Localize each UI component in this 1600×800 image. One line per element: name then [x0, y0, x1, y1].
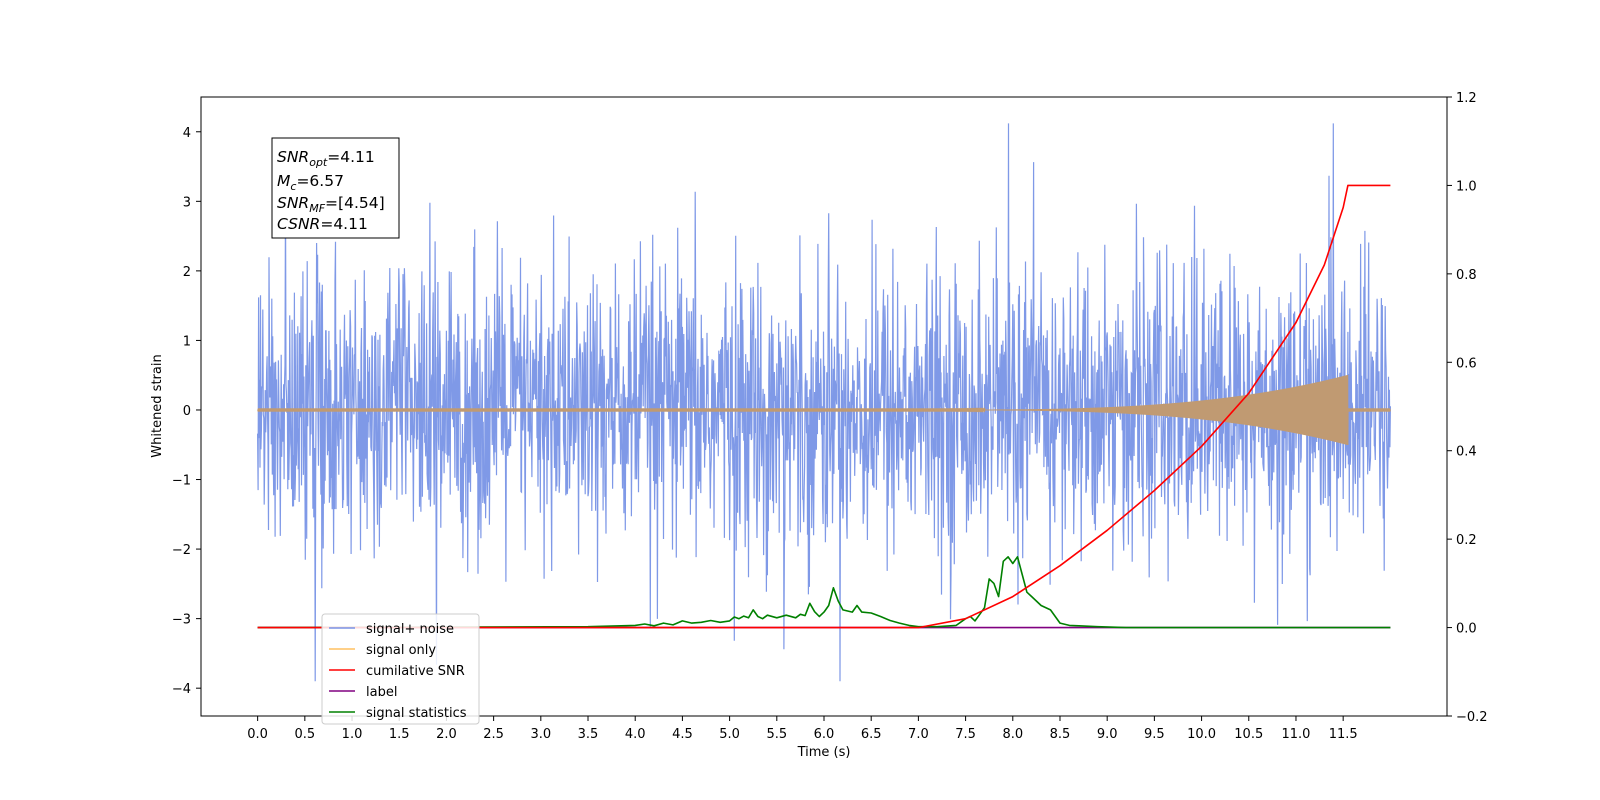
x-tick-label: 3.5 [578, 727, 599, 742]
legend-frame [321, 613, 480, 725]
y2-tick-label: 1.2 [1456, 91, 1477, 106]
y-tick-label: 4 [183, 126, 191, 141]
y-tick-label: 0 [183, 404, 191, 419]
annotation-snr-mf: SNRMF=[4.54] [277, 194, 385, 215]
x-tick-label: 3.0 [530, 727, 551, 742]
x-tick-label: 11.0 [1281, 727, 1310, 742]
y2-tick-label: 1.0 [1456, 179, 1477, 194]
x-tick-label: 8.0 [1002, 727, 1023, 742]
y2-tick-label: 0.4 [1456, 445, 1477, 460]
y2-tick-label: −0.2 [1456, 710, 1488, 725]
x-tick-label: 9.0 [1097, 727, 1118, 742]
x-tick-label: 8.5 [1050, 727, 1071, 742]
x-tick-label: 5.0 [719, 727, 740, 742]
annotation-mc: Mc=6.57 [277, 172, 344, 193]
x-axis-label: Time (s) [797, 745, 851, 760]
x-tick-label: 9.5 [1144, 727, 1165, 742]
y-tick-label: −2 [172, 543, 191, 558]
legend-label: cumilative SNR [366, 664, 465, 679]
series-signal-statistics [257, 555, 1391, 629]
y-tick-label: 2 [183, 265, 191, 280]
x-tick-label: 0.5 [294, 727, 315, 742]
x-tick-label: 10.0 [1187, 727, 1216, 742]
y2-tick-label: 0.0 [1456, 622, 1477, 637]
x-tick-label: 11.5 [1329, 727, 1358, 742]
x-tick-label: 2.0 [436, 727, 457, 742]
legend-label: label [366, 685, 397, 700]
plot-area [257, 123, 1391, 682]
series-signal-only [257, 374, 1391, 446]
x-tick-label: 1.0 [342, 727, 363, 742]
x-tick-label: 4.0 [625, 727, 646, 742]
y-axis-label: Whitened strain [150, 354, 165, 457]
y-tick-label: −1 [172, 474, 191, 489]
x-tick-label: 6.0 [814, 727, 835, 742]
y2-tick-label: 0.8 [1456, 268, 1477, 283]
x-tick-label: 7.0 [908, 727, 929, 742]
legend-label: signal statistics [366, 706, 467, 721]
x-tick-label: 1.5 [389, 727, 410, 742]
annotation-frame [271, 137, 400, 239]
legend: signal+ noise signal only cumilative SNR la… [321, 613, 480, 725]
annotation-snr-opt: SNRopt=4.11 [277, 148, 375, 169]
x-tick-label: 0.0 [247, 727, 268, 742]
y2-tick-label: 0.6 [1456, 356, 1477, 371]
x-tick-label: 10.5 [1234, 727, 1263, 742]
y-tick-label: 1 [183, 334, 191, 349]
x-tick-label: 5.5 [766, 727, 787, 742]
x-tick-label: 4.5 [672, 727, 693, 742]
y-tick-label: −3 [172, 613, 191, 628]
y2-tick-label: 0.2 [1456, 533, 1477, 548]
annotation-csnr: CSNR=4.11 [277, 215, 368, 233]
axes: 0.0 0.5 1.0 1.5 2.0 2.5 3.0 3.5 4.0 4.5 5.0 5.5 6.0 6… [172, 91, 1488, 742]
x-tick-label: 6.5 [861, 727, 882, 742]
x-tick-label: 2.5 [483, 727, 504, 742]
legend-label: signal only [366, 643, 436, 658]
annotation-box: SNRopt=4.11 Mc=6.57 SNRMF=[4.54] CSNR=4.… [271, 137, 400, 239]
y-tick-label: 3 [183, 195, 191, 210]
legend-label: signal+ noise [366, 622, 454, 637]
series-cumulative-snr [257, 184, 1391, 629]
y-tick-label: −4 [172, 682, 191, 697]
x-tick-label: 7.5 [955, 727, 976, 742]
